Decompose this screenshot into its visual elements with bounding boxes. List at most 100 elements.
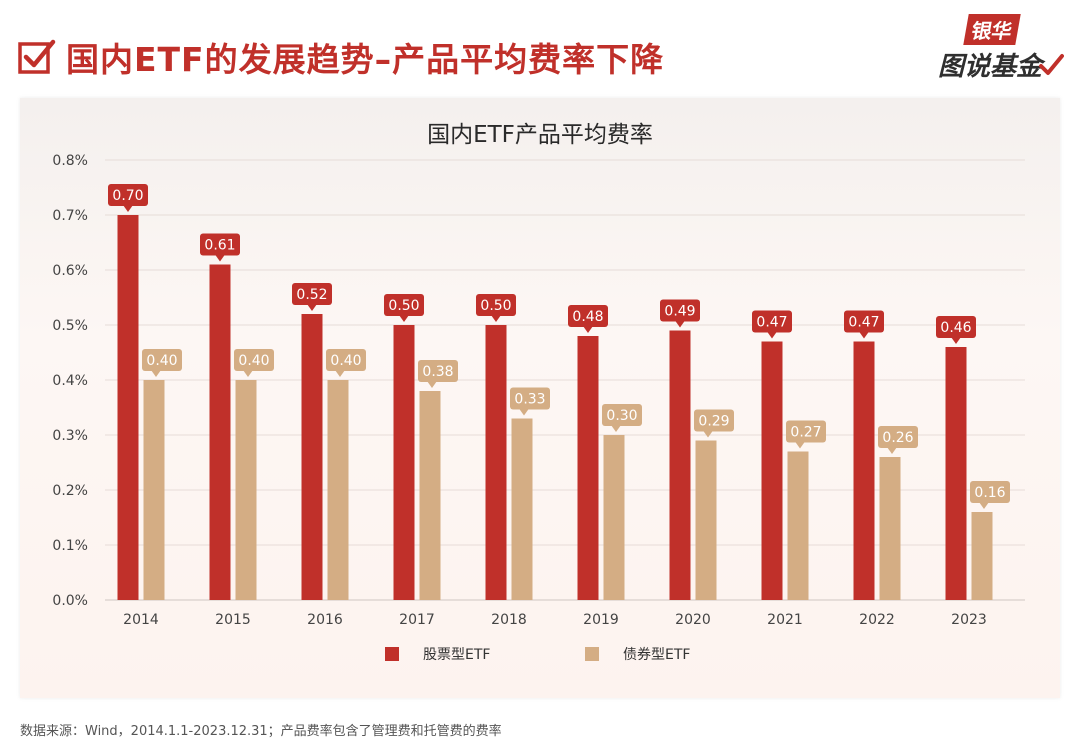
data-label-pointer <box>123 205 133 212</box>
y-tick-label: 0.2% <box>52 483 88 499</box>
data-label-bubble <box>602 404 642 426</box>
data-label: 0.40 <box>330 353 361 369</box>
bar-stock-etf <box>669 330 691 600</box>
data-label-pointer <box>887 447 897 454</box>
x-tick-label: 2022 <box>859 612 895 628</box>
x-tick-label: 2019 <box>583 612 619 628</box>
data-label: 0.50 <box>480 298 511 314</box>
bar-bond-etf <box>787 451 809 600</box>
data-label-pointer <box>859 331 869 339</box>
data-label: 0.27 <box>790 425 821 441</box>
brand-logo: 银华 图说基金 <box>930 14 1070 84</box>
data-label-bubble <box>384 294 424 316</box>
y-tick-label: 0.8% <box>52 153 88 169</box>
checkbox-check-icon <box>18 39 56 74</box>
data-label-bubble <box>234 349 274 371</box>
bar-stock-etf <box>853 341 875 600</box>
data-label-bubble <box>752 310 792 333</box>
y-tick-label: 0.6% <box>52 263 88 279</box>
x-tick-label: 2017 <box>399 612 435 628</box>
legend-label-bond-etf: 债券型ETF <box>623 647 690 663</box>
data-label-pointer <box>151 370 161 377</box>
y-tick-label: 0.0% <box>52 593 88 609</box>
bar-bond-etf <box>879 457 901 600</box>
logo-subtitle: 图说基金 <box>938 52 1043 82</box>
data-label: 0.46 <box>940 320 971 336</box>
data-label: 0.40 <box>238 353 269 369</box>
data-label-pointer <box>611 425 621 432</box>
data-label-pointer <box>307 304 317 311</box>
bar-stock-etf <box>945 347 967 600</box>
data-label-bubble <box>694 409 734 432</box>
data-label-bubble <box>660 299 700 322</box>
source-footnote: 数据来源：Wind，2014.1.1-2023.12.31；产品费率包含了管理费… <box>20 724 502 739</box>
page-title: 国内ETF的发展趋势–产品平均费率下降 <box>66 40 665 79</box>
x-tick-label: 2021 <box>767 612 803 628</box>
x-tick-label: 2015 <box>215 612 251 628</box>
data-label: 0.30 <box>606 408 637 424</box>
y-tick-label: 0.5% <box>52 318 88 334</box>
data-label-bubble <box>476 294 516 316</box>
bar-bond-etf <box>695 440 717 600</box>
data-label-bubble <box>936 316 976 338</box>
data-label-pointer <box>951 337 961 344</box>
data-label-pointer <box>491 315 501 322</box>
data-label: 0.29 <box>698 414 729 430</box>
data-label-bubble <box>326 349 366 371</box>
data-label: 0.16 <box>974 485 1005 501</box>
x-tick-label: 2014 <box>123 612 159 628</box>
data-label: 0.70 <box>112 188 143 204</box>
data-label-pointer <box>427 381 437 388</box>
data-label: 0.48 <box>572 309 603 325</box>
bar-bond-etf <box>971 512 993 600</box>
data-label: 0.52 <box>296 287 327 303</box>
data-label-pointer <box>795 441 805 449</box>
data-label-bubble <box>108 184 148 206</box>
bar-bond-etf <box>143 380 165 600</box>
data-label: 0.38 <box>422 364 453 380</box>
data-label: 0.47 <box>756 315 787 331</box>
data-label: 0.40 <box>146 353 177 369</box>
legend-swatch-stock-etf <box>385 647 399 661</box>
bar-stock-etf <box>761 341 783 600</box>
data-label-pointer <box>519 408 529 416</box>
x-tick-label: 2020 <box>675 612 711 628</box>
data-label-bubble <box>844 310 884 333</box>
data-label-pointer <box>215 254 225 262</box>
legend-swatch-bond-etf <box>585 647 599 661</box>
bar-bond-etf <box>419 391 441 600</box>
data-label-bubble <box>970 481 1010 503</box>
data-label: 0.61 <box>204 238 235 254</box>
data-label-bubble <box>292 283 332 305</box>
bar-stock-etf <box>117 215 139 600</box>
data-label-bubble <box>418 360 458 382</box>
bar-stock-etf <box>393 325 415 600</box>
chart-panel: 国内ETF产品平均费率 0.0% 0.1% 0.2% 0.3% 0.4% 0.5% 0.6%… <box>20 98 1060 698</box>
logo-brand: 银华 <box>963 14 1021 45</box>
y-tick-label: 0.7% <box>52 208 88 224</box>
data-label-pointer <box>703 430 713 438</box>
legend-label-stock-etf: 股票型ETF <box>423 647 490 663</box>
data-label-pointer <box>675 320 685 328</box>
data-label-bubble <box>510 387 550 410</box>
data-label-bubble <box>568 305 608 327</box>
y-tick-label: 0.4% <box>52 373 88 389</box>
x-tick-label: 2023 <box>951 612 987 628</box>
data-label-pointer <box>583 326 593 333</box>
bar-bond-etf <box>327 380 349 600</box>
data-label: 0.49 <box>664 304 695 320</box>
data-label-pointer <box>399 315 409 322</box>
data-label-pointer <box>243 370 253 377</box>
bar-stock-etf <box>209 264 231 600</box>
data-label: 0.47 <box>848 315 879 331</box>
data-label-bubble <box>786 420 826 443</box>
data-label-pointer <box>767 331 777 339</box>
data-label: 0.26 <box>882 430 913 446</box>
header: 国内ETF的发展趋势–产品平均费率下降 银华 图说基金 <box>0 0 1080 95</box>
y-tick-label: 0.1% <box>52 538 88 554</box>
data-label: 0.33 <box>514 392 545 408</box>
data-label-bubble <box>200 233 240 256</box>
data-label: 0.50 <box>388 298 419 314</box>
x-tick-label: 2016 <box>307 612 343 628</box>
bar-bond-etf <box>603 435 625 600</box>
